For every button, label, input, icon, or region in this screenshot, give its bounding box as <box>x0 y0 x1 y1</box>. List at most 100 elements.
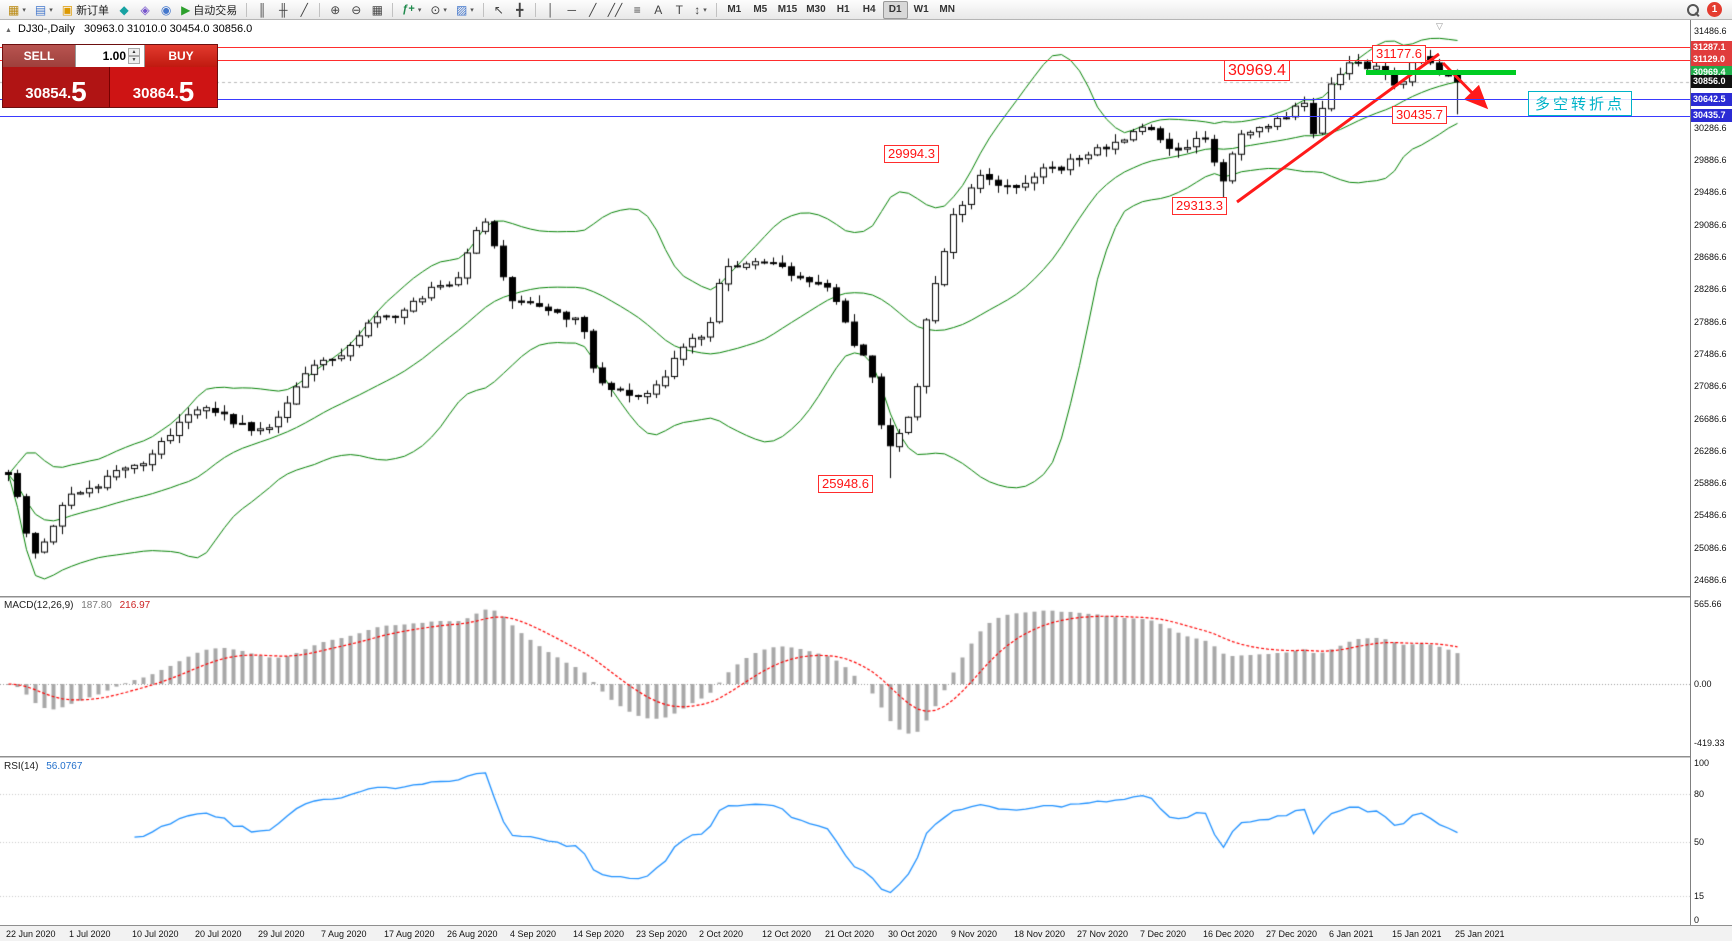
buy-button[interactable]: BUY <box>145 45 217 67</box>
timeframe-button-m30[interactable]: M30 <box>802 1 829 19</box>
periods-button[interactable]: ⊙ ▾ <box>426 1 451 19</box>
cursor-button[interactable]: ↖ <box>489 1 509 19</box>
community-button[interactable]: ◉ <box>156 1 176 19</box>
vertical-line-button[interactable]: │ <box>541 1 561 19</box>
buy-price-pip: 5 <box>178 76 195 108</box>
text-button[interactable]: A <box>648 1 668 19</box>
chevron-down-icon: ▾ <box>443 6 447 14</box>
metaeditor-icon: ◆ <box>119 2 129 17</box>
zoom-out-button[interactable]: ⊖ <box>346 1 366 19</box>
metaeditor-button[interactable]: ◆ <box>114 1 134 19</box>
notification-badge[interactable]: 1 <box>1707 2 1722 17</box>
bar-chart-button[interactable]: ║ <box>252 1 272 19</box>
new-chart-button[interactable]: ▦ ▾ <box>4 1 30 19</box>
macd-scale-label: 0.00 <box>1694 679 1712 689</box>
sell-price[interactable]: 30854. 5 <box>3 67 110 107</box>
date-label: 17 Aug 2020 <box>384 929 435 939</box>
date-label: 1 Jul 2020 <box>69 929 111 939</box>
timeframe-button-h4[interactable]: H4 <box>857 1 882 19</box>
price-badge: 30642.5 <box>1691 92 1732 106</box>
date-label: 9 Nov 2020 <box>951 929 998 939</box>
timeframe-button-w1[interactable]: W1 <box>909 1 934 19</box>
timeframe-button-m1[interactable]: M1 <box>722 1 747 19</box>
horizontal-line-button[interactable]: ─ <box>562 1 582 19</box>
fibonacci-button[interactable]: ≡ <box>627 1 647 19</box>
channel-button[interactable]: ╱╱ <box>604 1 626 19</box>
crosshair-button[interactable]: ╋ <box>510 1 530 19</box>
bar-chart-icon: ║ <box>258 2 267 17</box>
label-button[interactable]: T <box>669 1 689 19</box>
price-annotation-label[interactable]: 30969.4 <box>1224 60 1290 82</box>
price-scale-label: 29886.6 <box>1694 155 1727 166</box>
level-line[interactable] <box>0 99 1690 101</box>
search-icon[interactable] <box>1687 3 1699 16</box>
volume-box: ▲ ▼ <box>75 45 145 67</box>
templates-button[interactable]: ▨ ▾ <box>452 1 478 19</box>
price-scale[interactable]: 31486.6 30286.6 29886.6 29486.6 29086.6 28686… <box>1691 20 1732 925</box>
trendline-button[interactable]: ╱ <box>583 1 603 19</box>
volume-increase-button[interactable]: ▲ <box>128 48 140 56</box>
turning-point-label[interactable]: 多空转折点 <box>1528 91 1633 116</box>
rsi-canvas[interactable] <box>0 758 1690 925</box>
date-label: 23 Sep 2020 <box>636 929 688 939</box>
price-scale-label: 29486.6 <box>1694 187 1727 198</box>
price-scale-label: 27086.6 <box>1694 381 1727 392</box>
line-chart-button[interactable]: ╱ <box>294 1 314 19</box>
date-label: 15 Jan 2021 <box>1392 929 1442 939</box>
volume-input[interactable] <box>76 49 126 63</box>
panel-divider[interactable] <box>0 596 1732 598</box>
timeframe-button-d1[interactable]: D1 <box>882 0 908 19</box>
sell-button[interactable]: SELL <box>3 45 75 67</box>
price-scale-label: 30286.6 <box>1694 122 1727 133</box>
price-badge: 30435.7 <box>1691 109 1732 123</box>
price-annotation-label[interactable]: 29994.3 <box>884 145 939 163</box>
macd-signal-value: 216.97 <box>119 600 151 611</box>
zoom-out-icon: ⊖ <box>351 2 362 17</box>
macd-value: 187.80 <box>81 600 112 611</box>
arrows-button[interactable]: ↕ ▾ <box>690 1 711 19</box>
zoom-in-button[interactable]: ⊕ <box>325 1 345 19</box>
date-label: 2 Oct 2020 <box>699 929 744 939</box>
price-annotation-label[interactable]: 31177.6 <box>1372 45 1427 63</box>
buy-price[interactable]: 30864. 5 <box>110 67 217 107</box>
line-chart-icon: ╱ <box>300 2 308 17</box>
price-scale-label: 25486.6 <box>1694 510 1727 521</box>
tile-windows-button[interactable]: ▦ <box>367 1 387 19</box>
date-label: 27 Dec 2020 <box>1266 929 1318 939</box>
candlestick-chart-button[interactable]: ╫ <box>273 1 293 19</box>
channel-icon: ╱╱ <box>607 2 623 17</box>
price-annotation-label[interactable]: 25948.6 <box>818 475 873 493</box>
macd-canvas[interactable] <box>0 598 1690 756</box>
time-axis[interactable]: 22 Jun 2020 1 Jul 2020 10 Jul 2020 20 Jul 2… <box>0 925 1732 941</box>
level-line[interactable] <box>0 47 1690 49</box>
support-segment-line[interactable] <box>1366 70 1516 76</box>
rsi-value: 56.0767 <box>46 761 83 772</box>
timeframe-button-h1[interactable]: H1 <box>831 1 856 19</box>
chart-shift-marker[interactable]: ▽ <box>1436 21 1443 31</box>
new-chart-icon: ▦ <box>8 2 20 17</box>
timeframe-button-m5[interactable]: M5 <box>748 1 773 19</box>
date-label: 27 Nov 2020 <box>1077 929 1129 939</box>
rsi-scale-label: 15 <box>1694 891 1705 902</box>
volume-decrease-button[interactable]: ▼ <box>128 56 140 64</box>
profiles-button[interactable]: ▤ ▾ <box>31 1 57 19</box>
new-order-button[interactable]: ▣ 新订单 <box>58 1 113 19</box>
level-line[interactable] <box>0 59 1690 61</box>
profiles-icon: ▤ <box>34 2 47 17</box>
timeframe-button-m15[interactable]: M15 <box>774 1 801 19</box>
level-line[interactable] <box>0 115 1690 117</box>
indicators-button[interactable]: ƒ+ ▾ <box>398 1 425 19</box>
panel-collapse-icon[interactable]: ▲ <box>5 27 12 34</box>
timeframe-button-mn[interactable]: MN <box>935 1 960 19</box>
price-annotation-label[interactable]: 29313.3 <box>1172 197 1227 215</box>
macd-name: MACD(12,26,9) <box>4 600 74 611</box>
toolbar-right: 1 <box>1687 2 1728 17</box>
chevron-down-icon: ▾ <box>417 6 422 14</box>
symbol-period-label: DJ30-,Daily <box>18 23 75 35</box>
panel-divider[interactable] <box>0 756 1732 758</box>
price-annotation-label[interactable]: 30435.7 <box>1392 106 1447 124</box>
options-button[interactable]: ◈ <box>135 1 155 19</box>
chevron-down-icon: ▾ <box>703 6 707 14</box>
auto-trading-button[interactable]: ▶ 自动交易 <box>177 1 241 19</box>
